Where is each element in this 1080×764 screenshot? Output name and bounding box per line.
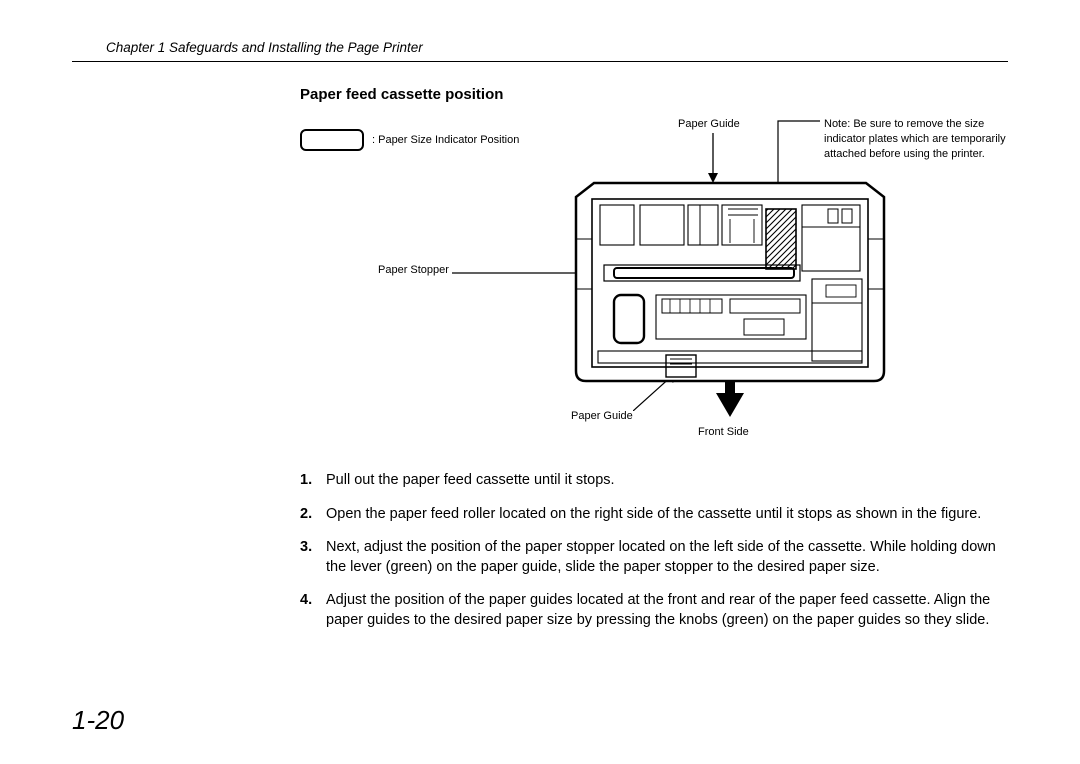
page-number: 1-20 [72, 705, 124, 736]
section-title: Paper feed cassette position [300, 86, 1008, 103]
step-text: Adjust the position of the paper guides … [326, 591, 1008, 630]
chapter-header: Chapter 1 Safeguards and Installing the … [106, 40, 1008, 55]
step-item: 3. Next, adjust the position of the pape… [300, 538, 1008, 577]
header-rule [72, 61, 1008, 62]
step-item: 1. Pull out the paper feed cassette unti… [300, 471, 1008, 491]
step-text: Open the paper feed roller located on th… [326, 505, 1008, 525]
legend-swatch [300, 129, 364, 151]
manual-page: Chapter 1 Safeguards and Installing the … [0, 0, 1080, 764]
step-item: 2. Open the paper feed roller located on… [300, 505, 1008, 525]
arrow-down-icon [706, 133, 720, 183]
step-item: 4. Adjust the position of the paper guid… [300, 591, 1008, 630]
step-number: 4. [300, 591, 326, 630]
step-text: Next, adjust the position of the paper s… [326, 538, 1008, 577]
figure-area: : Paper Size Indicator Position Note: Be… [300, 121, 1008, 451]
cassette-diagram [570, 179, 890, 389]
steps-list: 1. Pull out the paper feed cassette unti… [300, 471, 1008, 630]
legend-label: : Paper Size Indicator Position [372, 133, 519, 148]
step-number: 1. [300, 471, 326, 491]
callout-paper-stopper: Paper Stopper [378, 263, 449, 278]
step-text: Pull out the paper feed cassette until i… [326, 471, 1008, 491]
callout-paper-guide-top: Paper Guide [678, 117, 740, 132]
callout-paper-guide-bottom: Paper Guide [571, 409, 633, 424]
callout-front-side: Front Side [698, 425, 749, 440]
legend: : Paper Size Indicator Position [300, 129, 519, 151]
step-number: 2. [300, 505, 326, 525]
figure-note: Note: Be sure to remove the size indicat… [824, 117, 1010, 162]
step-number: 3. [300, 538, 326, 577]
